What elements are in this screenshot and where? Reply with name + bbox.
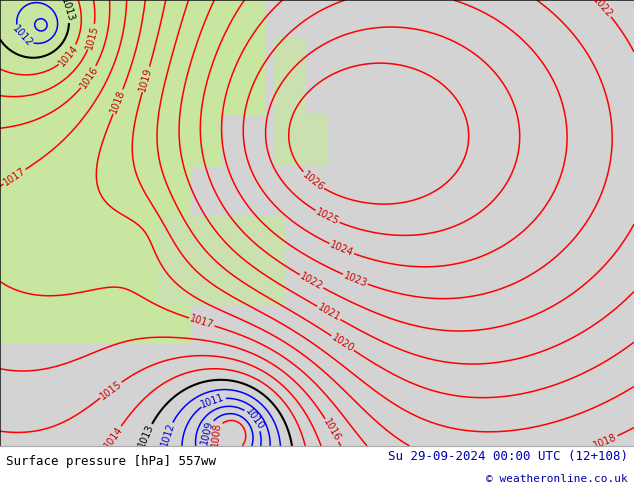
Text: 1012: 1012 [10,24,34,49]
Text: 1012: 1012 [159,421,176,448]
Text: © weatheronline.co.uk: © weatheronline.co.uk [486,474,628,484]
Text: 1026: 1026 [301,170,326,193]
Text: Su 29-09-2024 00:00 UTC (12+108): Su 29-09-2024 00:00 UTC (12+108) [387,450,628,464]
Text: 1022: 1022 [298,271,325,292]
Text: 1023: 1023 [342,270,368,289]
Text: 1013: 1013 [137,422,156,449]
Text: 1022: 1022 [590,0,614,19]
Text: 1008: 1008 [210,422,223,447]
Text: 1010: 1010 [243,407,266,432]
Text: 1021: 1021 [316,302,342,323]
Text: 1011: 1011 [200,392,226,410]
Text: 1018: 1018 [592,432,619,450]
Text: 1016: 1016 [78,64,100,90]
Text: 1016: 1016 [321,417,342,443]
Text: Surface pressure [hPa] 557ww: Surface pressure [hPa] 557ww [6,455,216,468]
Text: 1024: 1024 [328,240,355,258]
Text: 1017: 1017 [188,314,215,331]
Text: 1025: 1025 [314,207,340,227]
Text: 1020: 1020 [330,332,356,354]
Text: 1014: 1014 [102,424,125,450]
Text: 1013: 1013 [58,0,75,23]
Text: 1015: 1015 [84,24,100,50]
Text: 1019: 1019 [138,66,154,93]
Text: 1009: 1009 [200,419,215,445]
Text: 1014: 1014 [56,43,80,68]
Text: 1018: 1018 [109,89,127,115]
Text: 1015: 1015 [98,379,124,401]
Text: 1017: 1017 [1,166,27,188]
